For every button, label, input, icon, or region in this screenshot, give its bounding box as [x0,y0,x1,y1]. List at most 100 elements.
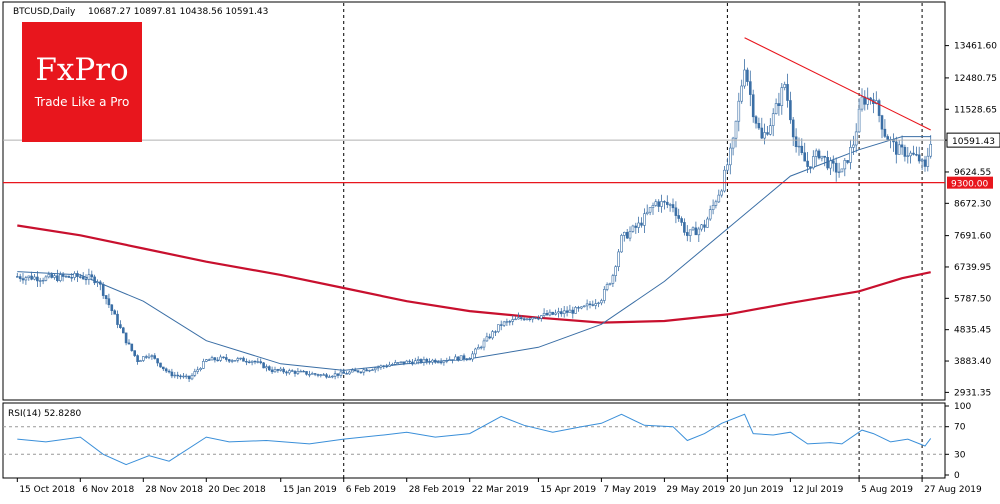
rsi-label: RSI(14) 52.8280 [8,409,81,419]
candle-body [837,171,841,173]
candle-body [202,360,205,369]
candle-body [674,207,678,216]
candle-body [803,152,807,162]
candle-body [511,319,515,322]
candle-body [56,275,59,282]
candle-body [184,375,188,378]
candle-body [474,348,477,355]
candle-body [336,373,340,376]
candle-body [548,311,552,316]
candle-body [757,123,761,129]
candle-body [84,278,88,281]
candle-body [101,283,105,296]
candle-body [754,116,758,124]
candle-body [408,360,411,363]
candle-body [413,360,417,365]
candle-body [568,309,572,313]
candle-body [577,307,580,309]
candle-body [826,157,829,169]
candle-body [811,156,815,169]
candle-body [923,159,927,167]
candle-body [38,280,42,282]
candle-body [771,113,775,126]
candle-body [594,303,598,306]
y-tick-label: 12480.75 [954,74,997,84]
candle-body [187,375,191,380]
candle-body [668,204,672,206]
candle-body [104,295,108,300]
resistance-trendline [744,37,931,131]
candle-body [740,85,744,102]
candle-body [41,279,45,282]
candle-body [651,205,655,208]
candle-body [734,120,738,139]
candle-body [302,370,305,373]
candle-body [150,355,154,357]
candle-body [737,100,741,122]
candle-body [929,144,933,157]
candle-body [153,355,156,359]
candle-body [239,357,242,360]
candle-body [433,359,437,363]
candle-body [265,366,268,369]
candle-body [585,303,589,307]
candle-body [448,359,452,361]
y-tick-label: 8672.30 [954,199,991,209]
candle-body [763,132,766,139]
candle-body [605,284,609,290]
candle-body [886,136,890,141]
candle-body [877,100,881,116]
candle-body [640,222,643,226]
candle-body [308,373,311,376]
candle-body [113,310,116,315]
candle-body [777,103,781,107]
x-tick-label: 12 Jul 2019 [792,485,843,495]
candle-body [574,307,577,314]
candle-body [720,190,724,196]
candle-body [139,360,142,363]
candle-body [479,346,483,349]
candle-body [199,368,202,370]
candle-body [903,146,907,157]
candle-body [359,371,363,374]
rsi-pane-frame [2,402,946,479]
candle-body [282,368,285,373]
candle-body [829,160,832,169]
candle-body [580,306,583,309]
candle-body [728,147,732,166]
candle-body [425,358,429,362]
candle-body [454,356,457,361]
candle-body [110,304,114,311]
candle-body [207,359,211,361]
y-tick-label: 11528.65 [954,105,997,115]
candle-body [534,317,537,319]
candle-body [791,119,795,138]
candle-body [27,275,31,279]
candle-body [522,318,526,321]
candle-body [637,222,640,228]
candle-body [517,317,520,320]
candle-body [743,69,746,87]
candle-body [849,147,852,163]
candle-body [860,96,864,110]
candle-body [391,363,394,366]
candle-body [379,365,383,368]
candle-body [459,355,463,361]
candle-body [537,317,540,320]
candle-body [597,302,600,304]
candle-body [293,371,297,374]
candle-body [428,361,431,363]
candle-body [852,144,855,148]
candle-body [81,276,85,280]
candle-body [614,266,618,276]
candle-body [723,169,726,192]
candle-body [551,311,555,315]
candle-body [205,359,208,362]
candle-body [99,281,102,285]
candle-body [465,358,469,361]
candle-body [588,303,592,305]
rsi-line [17,413,932,466]
candle-body [419,359,423,363]
candle-body [499,324,503,326]
candle-body [840,168,844,173]
